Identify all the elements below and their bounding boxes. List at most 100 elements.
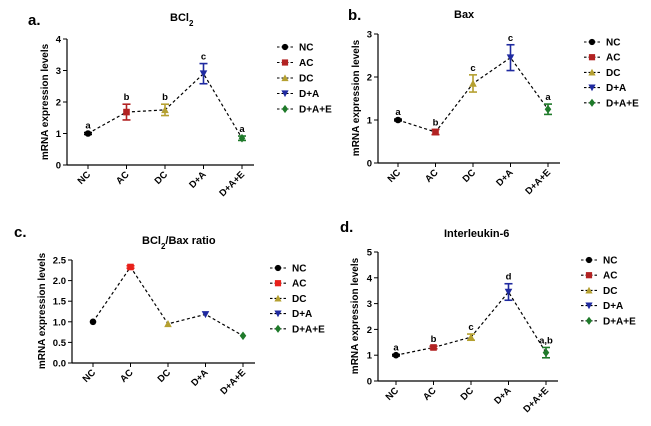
x-tick-label: DC	[153, 169, 171, 187]
y-tick-label: 3	[56, 66, 61, 77]
x-tick-label: DC	[461, 167, 479, 185]
significance-label: b	[162, 92, 168, 103]
legend-marker	[588, 68, 596, 76]
y-tick-label: 1.5	[53, 297, 67, 308]
x-tick-label: D+A+E	[217, 169, 247, 199]
x-tick-label: AC	[421, 385, 439, 403]
chart-title-rest: /Bax ratio	[165, 235, 215, 247]
data-point-dc	[164, 320, 172, 328]
y-tick-label: 1	[367, 351, 373, 362]
x-tick-label: D+A+E	[218, 367, 248, 397]
legend-label: D+A	[606, 83, 626, 94]
y-tick-label: 4	[367, 273, 373, 284]
legend-marker	[274, 280, 282, 287]
data-point-d-a	[506, 54, 515, 62]
legend-label: D+A	[299, 89, 319, 100]
x-tick-label: D+A+E	[521, 385, 551, 415]
significance-label: b	[124, 92, 130, 103]
legend-label: AC	[299, 58, 313, 69]
significance-label: a	[395, 107, 401, 118]
legend-label: NC	[603, 256, 617, 267]
y-tick-label: 0	[56, 161, 61, 172]
y-tick-label: 1	[56, 129, 62, 140]
legend-marker	[281, 59, 289, 66]
y-tick-label: 1	[367, 116, 373, 127]
data-point-d-a-e	[239, 331, 247, 341]
x-tick-label: D+A	[189, 367, 211, 389]
panel-letter: c.	[14, 224, 27, 241]
chart-panel-4: d. Interleukin-6 mRNA expression levels 0 1 2…	[340, 219, 636, 415]
x-tick-label: D+A	[492, 385, 514, 407]
data-point-ac	[430, 344, 437, 351]
y-tick-label: 5	[367, 248, 373, 259]
legend-marker	[281, 43, 289, 51]
chart-title-main: BCl	[170, 12, 189, 24]
x-tick-label: NC	[81, 367, 99, 385]
significance-label: c	[508, 33, 513, 44]
legend-marker	[281, 104, 289, 114]
legend-label: DC	[603, 286, 617, 297]
significance-label: c	[470, 63, 475, 74]
x-tick-label: AC	[423, 167, 441, 185]
legend-marker	[588, 54, 596, 61]
legend-marker	[588, 38, 596, 46]
legend-label: D+A+E	[299, 105, 332, 116]
y-tick-label: 2	[56, 98, 61, 109]
data-point-ac	[123, 108, 130, 116]
legend-marker	[588, 84, 596, 92]
y-tick-label: 4	[56, 35, 62, 46]
y-tick-label: 1.0	[53, 317, 66, 328]
chart-title-subscript: 2	[161, 242, 166, 251]
legend-label: D+A	[292, 309, 312, 320]
y-axis-label: mRNA expression levels	[37, 252, 48, 369]
legend-label: NC	[292, 264, 306, 275]
y-tick-label: 0	[367, 159, 372, 170]
legend-label: DC	[292, 294, 306, 305]
legend-marker	[274, 264, 282, 272]
chart-title: BCl2	[170, 12, 194, 28]
x-tick-label: NC	[76, 169, 94, 187]
x-tick-label: NC	[386, 167, 404, 185]
data-point-nc	[84, 130, 92, 137]
x-tick-label: D+A+E	[523, 167, 553, 197]
chart-title-main: BCl	[142, 235, 161, 247]
x-tick-label: AC	[118, 367, 136, 385]
legend-label: D+A+E	[292, 324, 325, 335]
x-tick-label: D+A	[494, 167, 516, 189]
legend-label: NC	[299, 43, 313, 54]
chart-panel-2: b. Bax mRNA expression levels 0 1 2 3 NC AC DC D+A…	[348, 7, 639, 197]
data-point-dc	[161, 106, 169, 114]
data-point-d-a-e	[238, 133, 246, 143]
legend-label: D+A	[603, 301, 623, 312]
legend-marker	[585, 316, 593, 325]
data-point-d-a-e	[544, 104, 552, 114]
data-point-nc	[394, 116, 402, 124]
legend-marker	[585, 286, 593, 294]
y-tick-label: 0.0	[53, 359, 66, 370]
data-point-d-a-e	[542, 348, 550, 357]
y-tick-label: 0.5	[53, 338, 67, 349]
data-point-d-a	[504, 288, 513, 296]
legend-marker	[585, 302, 593, 310]
data-point-dc	[469, 79, 477, 87]
y-tick-label: 2.5	[53, 256, 67, 267]
x-tick-label: DC	[156, 367, 174, 385]
legend-marker	[274, 310, 282, 318]
legend-marker	[274, 324, 282, 333]
legend-label: D+A+E	[606, 98, 639, 109]
significance-label: c	[201, 52, 206, 63]
y-tick-label: 3	[367, 30, 372, 41]
x-tick-label: AC	[114, 169, 132, 187]
y-axis-label: mRNA expression levels	[40, 43, 51, 160]
significance-label: a	[85, 121, 91, 132]
legend-marker	[274, 294, 282, 302]
data-point-dc	[467, 333, 475, 341]
chart-title: Bax	[454, 9, 475, 21]
x-tick-label: DC	[459, 385, 477, 403]
legend-marker	[281, 74, 289, 82]
legend-marker	[281, 90, 289, 98]
chart-title: BCl2/Bax ratio	[142, 235, 216, 251]
legend-marker	[585, 272, 593, 279]
chart-title-main: Interleukin-6	[444, 228, 509, 240]
